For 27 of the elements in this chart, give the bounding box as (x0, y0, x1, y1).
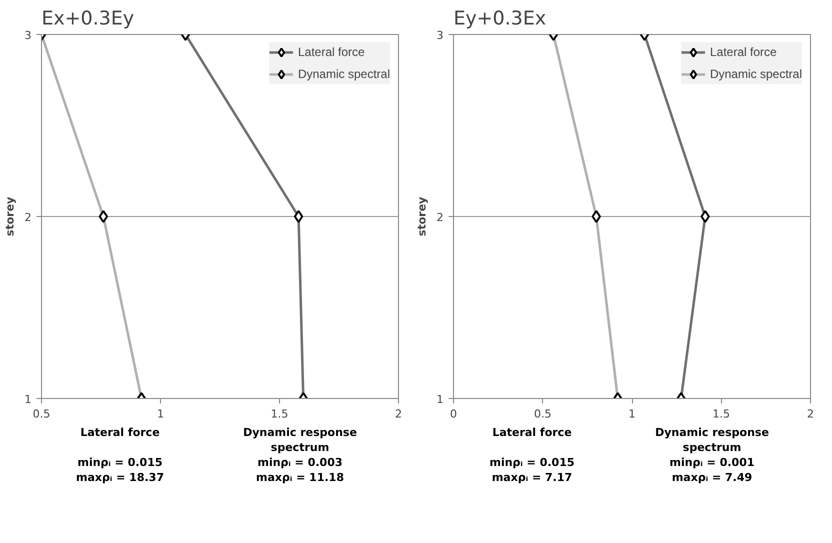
legend-label: Dynamic spectral (298, 67, 390, 81)
x-tick-label: 2 (807, 408, 814, 420)
y-tick-label: 3 (436, 29, 444, 42)
y-axis-title: storey (416, 196, 428, 236)
y-tick-label: 1 (436, 393, 444, 406)
text: Dynamic response spectrum minρᵢ = 0.003 maxρᵢ = 11.18 (243, 425, 357, 485)
legend-label: Lateral force (298, 45, 365, 59)
text: Dynamic response spectrum minρᵢ = 0.001 maxρᵢ = 7.49 (655, 425, 769, 485)
y-axis-title: storey (4, 196, 16, 236)
chart-title: Ex+0.3Ey (42, 8, 134, 30)
text: Lateral force minρᵢ = 0.015 maxρᵢ = 18.37 (76, 426, 164, 484)
x-tick-label: 0.5 (32, 408, 50, 420)
legend-label: Lateral force (710, 45, 777, 59)
x-tick-label: 1.5 (270, 408, 288, 420)
x-tick-label: 1.5 (712, 408, 730, 420)
y-tick-label: 2 (24, 211, 32, 224)
x-tick-label: 1 (157, 408, 164, 420)
chart-title: Ey+0.3Ex (454, 8, 546, 30)
x-tick-label: 0.5 (534, 408, 552, 420)
x-tick-label: 1 (628, 408, 636, 420)
y-tick-label: 3 (24, 29, 32, 42)
y-tick-label: 2 (436, 211, 444, 224)
text: Lateral force minρᵢ = 0.015 maxρᵢ = 7.17 (489, 426, 575, 484)
legend-label: Dynamic spectral (710, 67, 802, 81)
x-tick-label: 2 (395, 408, 402, 420)
x-tick-label: 0 (450, 408, 457, 420)
y-tick-label: 1 (24, 393, 32, 406)
